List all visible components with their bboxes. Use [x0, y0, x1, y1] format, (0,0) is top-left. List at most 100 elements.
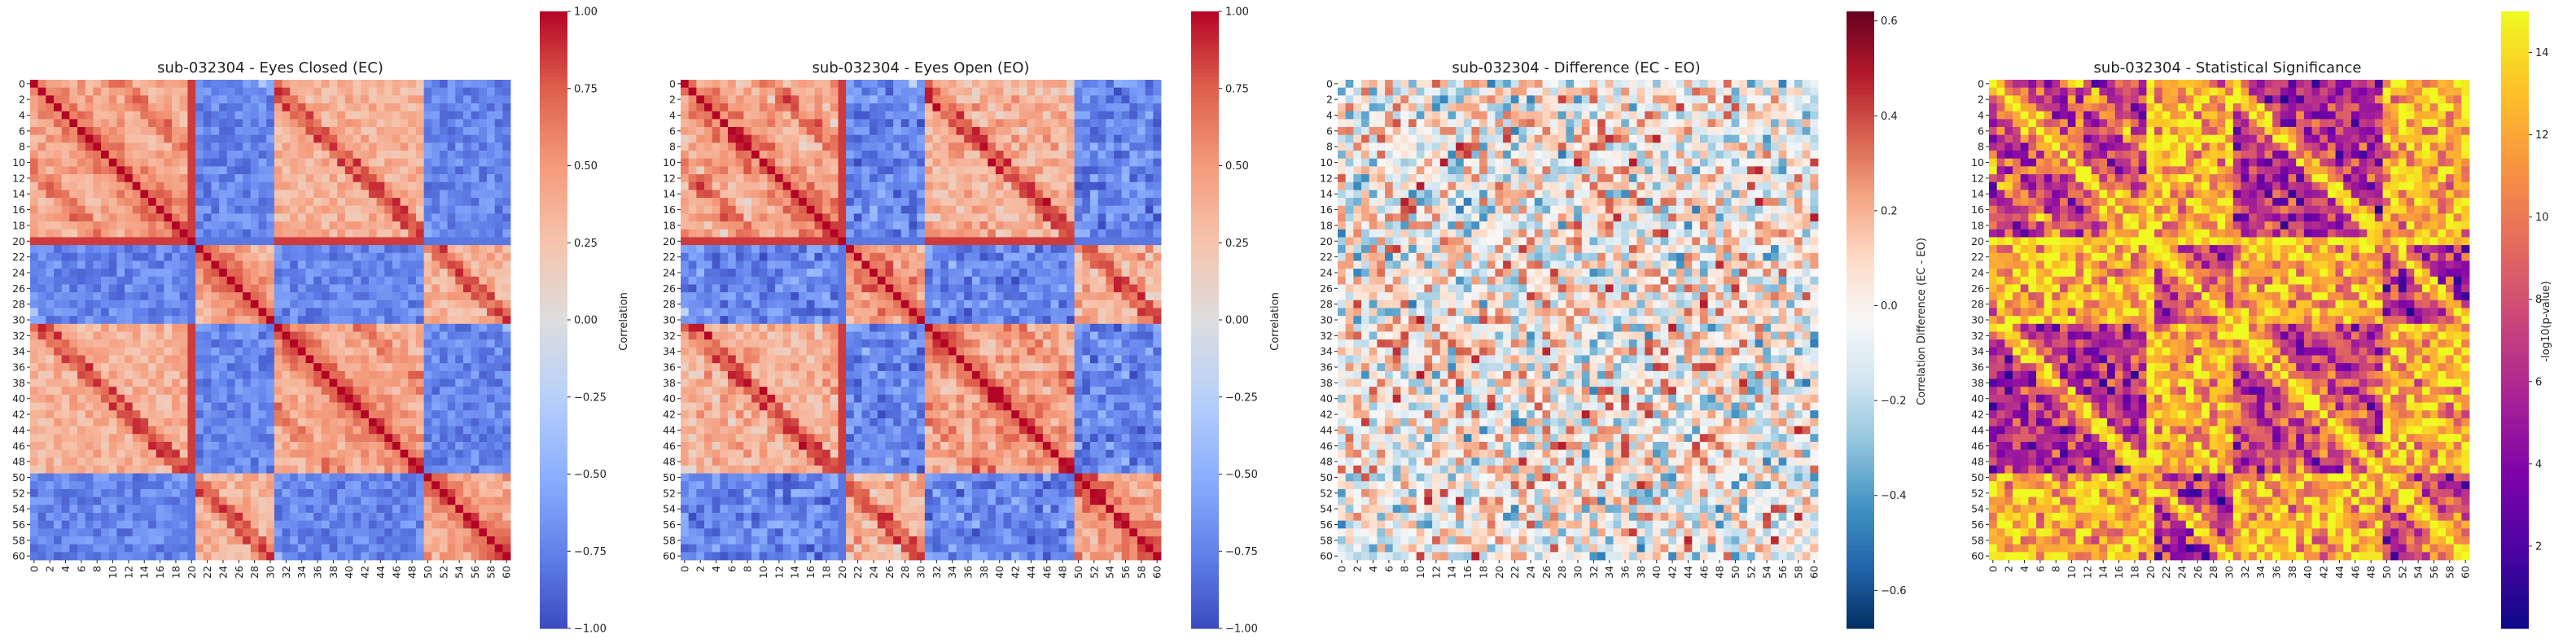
heatmap-cell: [290, 198, 299, 207]
heatmap-cell: [486, 528, 496, 537]
heatmap-cell: [479, 316, 488, 325]
heatmap-cell: [61, 182, 70, 190]
heatmap-cell: [447, 426, 456, 435]
heatmap-cell: [46, 387, 55, 396]
heatmap-cell: [447, 213, 456, 222]
heatmap-cell: [108, 190, 117, 199]
heatmap-cell: [297, 300, 306, 308]
heatmap-cell: [720, 134, 729, 143]
heatmap-cell: [423, 434, 432, 443]
heatmap-cell: [885, 174, 894, 183]
heatmap-cell: [376, 323, 385, 332]
heatmap-cell: [1082, 198, 1091, 207]
heatmap-cell: [344, 182, 353, 190]
heatmap-cell: [1003, 142, 1012, 151]
heatmap-cell: [704, 158, 713, 167]
heatmap-cell: [712, 119, 721, 128]
heatmap-cell: [140, 473, 149, 482]
heatmap-cell: [305, 158, 314, 167]
heatmap-cell: [266, 221, 275, 230]
heatmap-cell: [243, 457, 252, 466]
x-tick-label: 24: [217, 566, 229, 579]
heatmap-cell: [782, 87, 791, 96]
heatmap-cell: [93, 410, 102, 419]
heatmap-cell: [502, 292, 511, 301]
heatmap-cell: [164, 370, 173, 379]
heatmap-cell: [462, 205, 472, 214]
heatmap-cell: [415, 339, 424, 348]
heatmap-cell: [132, 260, 141, 269]
heatmap-cell: [940, 95, 949, 104]
heatmap-cell: [1121, 103, 1130, 112]
heatmap-cell: [37, 95, 46, 104]
heatmap-cell: [909, 190, 918, 199]
heatmap-cell: [368, 426, 377, 435]
heatmap-cell: [258, 418, 267, 426]
heatmap-cell: [46, 205, 55, 214]
heatmap-cell: [226, 402, 235, 411]
heatmap-cell: [408, 308, 417, 317]
heatmap-cell: [502, 237, 511, 246]
heatmap-cell: [932, 174, 941, 183]
heatmap-cell: [838, 198, 847, 207]
heatmap-cell: [290, 182, 299, 190]
heatmap-cell: [830, 80, 839, 89]
heatmap-cell: [329, 221, 338, 230]
heatmap-cell: [164, 103, 173, 112]
heatmap-cell: [353, 552, 361, 561]
heatmap-cell: [1074, 151, 1083, 160]
heatmap-cell: [368, 127, 377, 136]
heatmap-cell: [179, 190, 188, 199]
heatmap-cell: [297, 378, 306, 387]
heatmap-cell: [353, 142, 361, 151]
heatmap-cell: [423, 87, 432, 96]
heatmap-cell: [148, 260, 157, 269]
colorbar-segment: [540, 435, 567, 440]
heatmap-cell: [93, 316, 102, 325]
heatmap-cell: [305, 355, 314, 364]
heatmap-cell: [179, 252, 188, 261]
heatmap-cell: [108, 488, 117, 498]
heatmap-cell: [368, 229, 377, 238]
heatmap-cell: [195, 87, 204, 96]
heatmap-cell: [353, 111, 361, 120]
heatmap-cell: [353, 355, 361, 364]
heatmap-cell: [321, 347, 330, 356]
heatmap-cell: [125, 237, 134, 246]
colorbar-segment: [540, 554, 567, 559]
heatmap-cell: [455, 410, 464, 419]
heatmap-cell: [455, 174, 464, 183]
heatmap-cell: [243, 528, 252, 537]
heatmap-cell: [77, 308, 86, 317]
heatmap-cell: [767, 111, 776, 120]
heatmap-cell: [846, 142, 855, 151]
heatmap-cell: [282, 339, 291, 348]
heatmap-cell: [172, 95, 181, 104]
heatmap-cell: [502, 229, 511, 238]
heatmap-cell: [415, 300, 424, 308]
heatmap-cell: [234, 552, 243, 561]
heatmap-cell: [439, 166, 449, 175]
heatmap-cell: [782, 119, 791, 128]
heatmap-cell: [297, 166, 306, 175]
heatmap-cell: [69, 87, 78, 96]
heatmap-cell: [297, 488, 306, 498]
heatmap-cell: [266, 182, 275, 190]
heatmap-cell: [1027, 158, 1036, 167]
heatmap-cell: [384, 363, 393, 372]
heatmap-cell: [408, 552, 417, 561]
heatmap-cell: [69, 505, 78, 514]
heatmap-cell: [54, 363, 63, 372]
heatmap-cell: [132, 449, 141, 458]
heatmap-cell: [432, 221, 440, 230]
heatmap-cell: [361, 221, 370, 230]
heatmap-cell: [329, 260, 338, 269]
heatmap-cell: [77, 520, 86, 529]
heatmap-cell: [148, 229, 157, 238]
heatmap-cell: [704, 198, 713, 207]
heatmap-cell: [148, 512, 157, 522]
heatmap-cell: [250, 276, 259, 285]
heatmap-cell: [775, 151, 784, 160]
heatmap-cell: [116, 111, 125, 120]
heatmap-cell: [995, 151, 1004, 160]
